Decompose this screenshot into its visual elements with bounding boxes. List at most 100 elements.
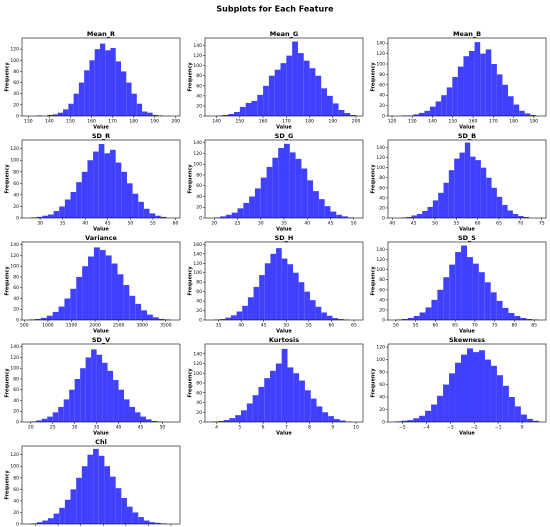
bar xyxy=(63,109,69,116)
x-axis-label: Value xyxy=(276,227,292,233)
bar xyxy=(104,466,111,524)
subplot-title: Chl xyxy=(95,438,107,446)
x-tick-label: 9 xyxy=(331,425,334,431)
y-tick-label: 100 xyxy=(10,464,19,470)
y-tick-label: 100 xyxy=(193,162,202,168)
y-tick-label: 140 xyxy=(10,242,19,248)
y-tick-label: 0 xyxy=(199,318,202,324)
x-tick-label: 2500 xyxy=(113,323,125,329)
x-tick-label: 130 xyxy=(24,119,33,125)
x-axis-label: Value xyxy=(459,431,475,437)
y-tick-label: 0 xyxy=(16,522,19,527)
bar xyxy=(491,187,497,218)
y-tick-label: 60 xyxy=(13,80,19,86)
bar xyxy=(422,210,428,218)
y-tick-label: 40 xyxy=(379,195,385,201)
x-tick-label: 4 xyxy=(215,425,218,431)
bar xyxy=(292,41,298,116)
y-tick-label: 120 xyxy=(193,151,202,157)
bar xyxy=(502,84,509,116)
y-tick-label: 40 xyxy=(13,192,19,198)
bar xyxy=(59,507,65,524)
bar xyxy=(52,311,59,320)
x-tick-label: −4 xyxy=(423,425,430,431)
bar xyxy=(309,300,316,320)
y-axis-label: Frequency xyxy=(371,62,377,92)
y-tick-label: 20 xyxy=(379,103,385,109)
bar xyxy=(228,113,235,116)
bar xyxy=(472,263,479,320)
bar xyxy=(115,162,122,218)
axes-frame xyxy=(21,139,181,219)
bar xyxy=(496,196,503,218)
x-tick-label: 25 xyxy=(235,221,241,227)
axes-frame xyxy=(21,343,181,423)
bar xyxy=(118,389,125,422)
bar xyxy=(98,144,105,218)
x-tick-label: 500 xyxy=(20,323,29,329)
x-tick-label: −1 xyxy=(495,425,502,431)
bar xyxy=(235,415,242,422)
y-tick-label: 40 xyxy=(13,498,19,504)
bar xyxy=(223,420,230,422)
bar xyxy=(332,318,339,320)
x-tick-label: 180 xyxy=(305,119,314,125)
x-tick-label: 130 xyxy=(408,119,417,125)
bar xyxy=(126,82,132,116)
x-tick-label: 30 xyxy=(72,425,78,431)
y-tick-label: 80 xyxy=(196,381,202,387)
x-tick-label: 40 xyxy=(116,425,122,431)
bar xyxy=(304,390,311,422)
bar xyxy=(94,49,100,117)
bar xyxy=(490,365,497,422)
x-tick-label: 55 xyxy=(453,221,459,227)
bar xyxy=(98,455,105,524)
bar xyxy=(96,354,103,422)
bar xyxy=(58,306,65,320)
bar xyxy=(74,378,81,422)
bar xyxy=(264,263,271,320)
bar xyxy=(131,93,137,116)
bar xyxy=(225,214,232,218)
bar xyxy=(321,312,327,320)
x-tick-label: 40 xyxy=(304,221,310,227)
x-axis-label: Value xyxy=(93,227,109,233)
x-axis-label: Value xyxy=(459,227,475,233)
x-tick-label: 3500 xyxy=(160,323,172,329)
y-tick-label: 100 xyxy=(193,63,202,69)
bar xyxy=(490,292,497,320)
subplot-title: SD_B xyxy=(458,132,476,140)
x-tick-label: 55 xyxy=(150,221,156,227)
bar xyxy=(229,418,236,422)
y-tick-label: 60 xyxy=(196,390,202,396)
y-tick-label: 140 xyxy=(193,351,202,357)
x-axis-label: Value xyxy=(93,431,109,437)
y-tick-label: 0 xyxy=(16,216,19,222)
bar xyxy=(502,204,508,218)
bar xyxy=(293,272,299,320)
bar xyxy=(260,177,267,218)
y-axis-label: Frequency xyxy=(371,164,377,194)
bar xyxy=(418,112,425,116)
bar xyxy=(93,448,99,524)
subplot-title: Mean_G xyxy=(270,30,298,38)
y-tick-label: 80 xyxy=(13,169,19,175)
x-tick-label: 75 xyxy=(539,221,545,227)
bar xyxy=(147,112,153,116)
bar xyxy=(286,55,293,116)
bar xyxy=(234,111,240,116)
y-axis-label: Frequency xyxy=(5,266,11,296)
x-tick-label: 55 xyxy=(413,323,419,329)
bar xyxy=(64,298,71,320)
bar xyxy=(104,153,111,218)
bar xyxy=(330,211,337,218)
bar xyxy=(449,264,456,320)
bar xyxy=(336,214,343,218)
bar xyxy=(526,418,533,422)
bar xyxy=(138,517,144,524)
bar xyxy=(70,192,77,218)
y-tick-label: 0 xyxy=(382,216,385,222)
bar xyxy=(91,349,97,422)
bar xyxy=(407,420,414,422)
bar xyxy=(452,77,458,116)
